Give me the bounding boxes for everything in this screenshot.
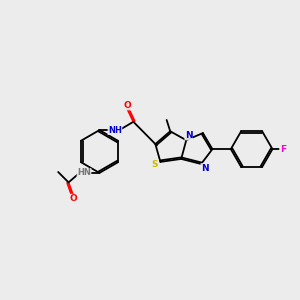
Text: S: S	[152, 160, 158, 169]
Text: HN: HN	[77, 168, 91, 177]
Text: N: N	[201, 164, 208, 172]
Text: O: O	[69, 194, 77, 203]
Text: O: O	[124, 101, 131, 110]
Text: N: N	[185, 131, 193, 140]
Text: F: F	[280, 145, 286, 154]
Text: NH: NH	[108, 126, 122, 135]
